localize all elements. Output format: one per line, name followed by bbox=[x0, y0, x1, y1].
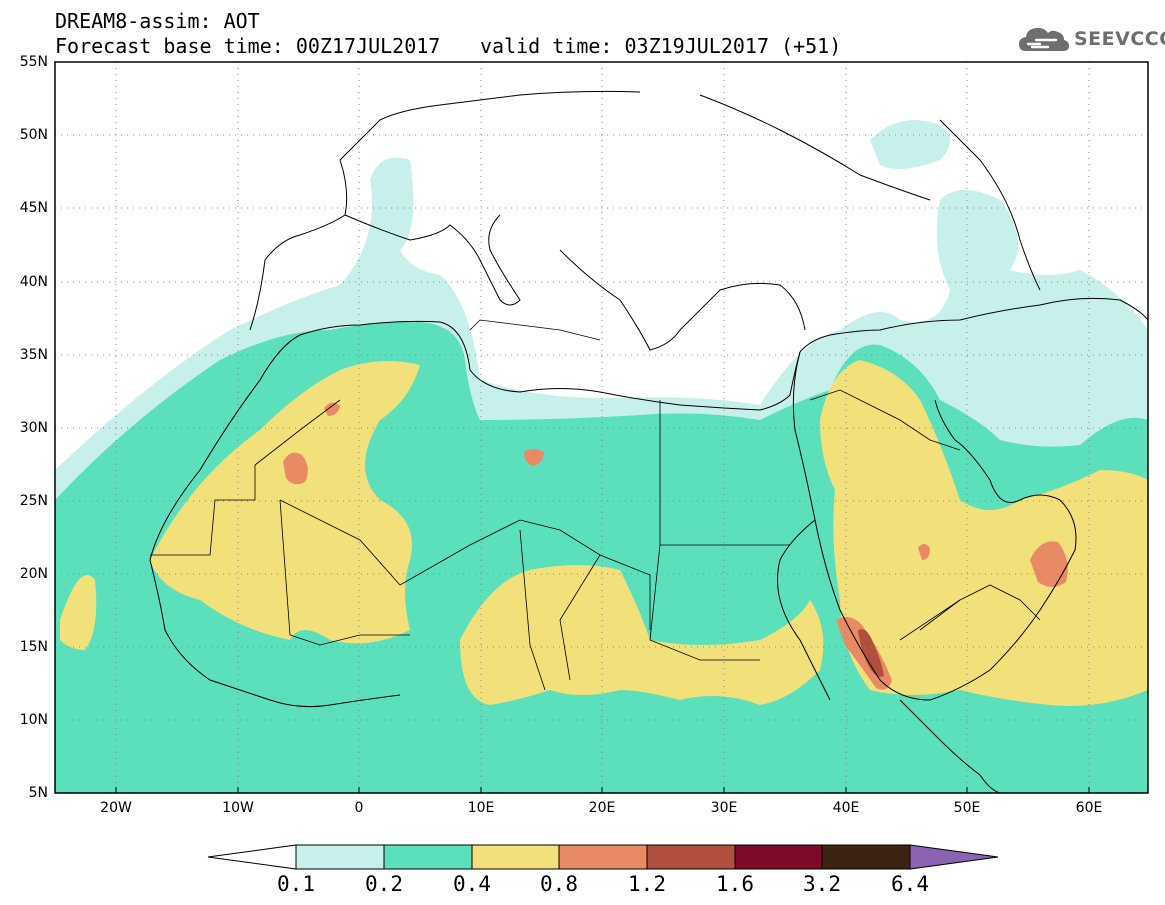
lat-label: 10N bbox=[19, 712, 48, 728]
colorbar-label: 3.2 bbox=[803, 872, 841, 896]
colorbar-swatch-0.2 bbox=[383, 844, 473, 870]
aot-band-0.8-saudi bbox=[918, 544, 930, 560]
lat-label: 55N bbox=[19, 54, 48, 70]
colorbar-label: 1.2 bbox=[628, 872, 666, 896]
colorbar-label: 0.4 bbox=[453, 872, 491, 896]
map-title: DREAM8-assim: AOT bbox=[55, 9, 260, 33]
lon-label: 10W bbox=[222, 800, 254, 816]
graticule bbox=[55, 62, 1148, 793]
aot-band-0.4-sahel bbox=[460, 565, 824, 705]
colorbar-label: 1.6 bbox=[716, 872, 754, 896]
colorbar bbox=[207, 844, 999, 870]
logo-text: SEEVCCC bbox=[1074, 28, 1165, 50]
colorbar-swatch-0.1 bbox=[295, 844, 385, 870]
lon-label: 40E bbox=[832, 800, 860, 816]
seevccc-logo: SEEVCCC bbox=[1018, 22, 1165, 56]
valid-time: valid time: 03Z19JUL2017 (+51) bbox=[480, 34, 842, 58]
colorbar-swatch-1.2 bbox=[646, 844, 736, 870]
aot-band-0.8-oman bbox=[1030, 541, 1068, 587]
cloud-icon bbox=[1019, 27, 1069, 51]
colorbar-swatch-1.6 bbox=[734, 844, 823, 870]
aot-band-0.8-libya bbox=[524, 449, 544, 466]
forecast-base-time: Forecast base time: 00Z17JUL2017 bbox=[55, 34, 441, 58]
lat-label: 40N bbox=[19, 274, 48, 290]
aot-band-0.1-north bbox=[870, 120, 950, 169]
aot-band-1.2-yemen bbox=[858, 629, 884, 677]
aot-band-0.8-algeria bbox=[283, 452, 308, 485]
aot-field bbox=[55, 120, 1148, 793]
colorbar-swatch-3.2 bbox=[821, 844, 911, 870]
colorbar-swatch-0.4 bbox=[471, 844, 560, 870]
lon-label: 20E bbox=[588, 800, 616, 816]
aot-band-0.8-morocco bbox=[324, 402, 340, 416]
colorbar-low-arrow bbox=[207, 844, 297, 870]
aot-band-0.4-sw bbox=[60, 575, 97, 650]
axis-ticks bbox=[115, 787, 1090, 793]
coastlines bbox=[149, 90, 1148, 793]
lat-label: 30N bbox=[19, 420, 48, 436]
lon-label: 20W bbox=[100, 800, 132, 816]
lat-label: 50N bbox=[19, 127, 48, 143]
lat-label: 15N bbox=[19, 639, 48, 655]
colorbar-label: 6.4 bbox=[891, 872, 929, 896]
colorbar-label: 0.2 bbox=[365, 872, 403, 896]
lat-label: 20N bbox=[19, 566, 48, 582]
aot-band-0.4-arabia bbox=[820, 360, 1148, 706]
borders bbox=[150, 319, 1041, 691]
colorbar-label: 0.1 bbox=[277, 872, 315, 896]
lon-label: 10E bbox=[467, 800, 495, 816]
lon-label: 50E bbox=[953, 800, 981, 816]
colorbar-high-arrow bbox=[909, 844, 999, 870]
lon-label: 60E bbox=[1075, 800, 1103, 816]
colorbar-swatch-0.8 bbox=[558, 844, 648, 870]
lat-label: 45N bbox=[19, 200, 48, 216]
lat-label: 25N bbox=[19, 493, 48, 509]
lon-label: 0 bbox=[354, 800, 364, 816]
lon-label: 30E bbox=[710, 800, 738, 816]
colorbar-label: 0.8 bbox=[540, 872, 578, 896]
lat-label: 5N bbox=[28, 785, 48, 801]
lat-label: 35N bbox=[19, 347, 48, 363]
